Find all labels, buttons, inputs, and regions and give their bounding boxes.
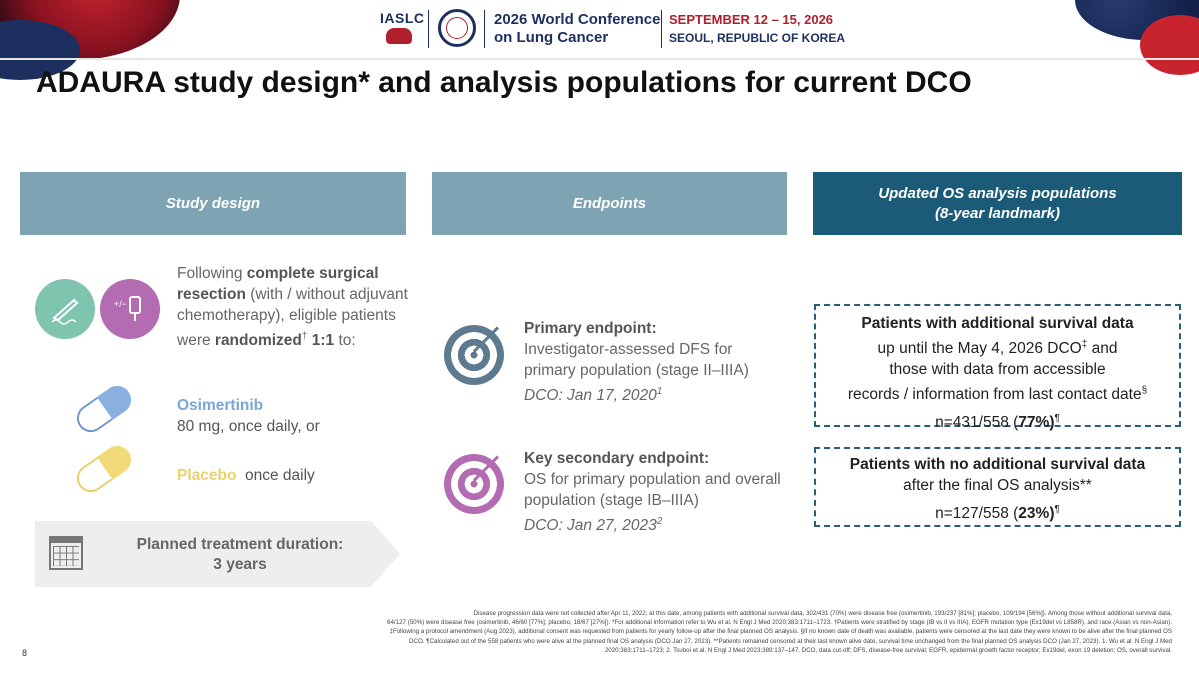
box1-line2: those with data from accessible xyxy=(889,361,1106,379)
conference-header xyxy=(0,0,1199,60)
header-separator xyxy=(484,10,485,48)
header-decoration-right-accent xyxy=(1140,15,1199,75)
box1-sup2: § xyxy=(1141,385,1148,397)
footnote-line: 64/127 (50%) were disease free (osimerti… xyxy=(387,619,1172,627)
conference-name: 2026 World Conference on Lung Cancer xyxy=(494,11,660,47)
placebo-label: Placebo xyxy=(177,467,237,484)
box1-pct: 77%) xyxy=(1018,414,1055,432)
endpoints-header-label: Endpoints xyxy=(572,194,647,212)
treatment-duration-arrow xyxy=(35,521,400,587)
surgery-icon xyxy=(35,279,95,339)
secondary-endpoint: Key secondary endpoint: OS for primary p… xyxy=(524,448,784,536)
box1-heading: Patients with additional survival data xyxy=(861,315,1134,332)
box1-line1-and: and xyxy=(1087,340,1118,358)
secondary-dco-ref: 2 xyxy=(656,516,663,527)
osimertinib-pill-icon xyxy=(71,380,137,438)
treatment-duration: Planned treatment duration: 3 years xyxy=(100,535,380,575)
duration-value: 3 years xyxy=(213,556,267,573)
no-additional-survival-data-box: Patients with no additional survival dat… xyxy=(814,447,1181,527)
osimertinib-dose: 80 mg, once daily, or xyxy=(177,418,320,435)
primary-endpoint-description: Investigator-assessed DFS for primary po… xyxy=(524,341,749,379)
conference-dates: SEPTEMBER 12 – 15, 2026 xyxy=(669,12,834,27)
placebo-dose: once daily xyxy=(245,467,315,484)
intro-sup: † xyxy=(301,331,308,342)
primary-dco-text: DCO: Jan 17, 2020 xyxy=(524,387,657,405)
intro-bold-1: complete surgical resection xyxy=(177,265,379,303)
header-separator xyxy=(661,10,662,48)
intro-text-3: to: xyxy=(334,332,356,350)
conference-name-line2: on Lung Cancer xyxy=(494,29,609,46)
box2-sup: ¶ xyxy=(1054,504,1060,515)
iaslc-logo-text: IASLC xyxy=(380,10,425,26)
footnote-line: 2020;383:1711–1723; 2. Tsuboi et al. N E… xyxy=(604,646,1172,654)
os-populations-header-line2: (8-year landmark) xyxy=(934,204,1061,222)
box1-line1: up until the May 4, 2026 DCO‡ and xyxy=(816,334,1179,359)
primary-endpoint-dco: DCO: Jan 17, 20201 xyxy=(524,381,784,406)
secondary-endpoint-heading: Key secondary endpoint: xyxy=(524,450,710,467)
chemotherapy-icon: +/− xyxy=(100,279,160,339)
osimertinib-label: Osimertinib xyxy=(177,397,264,414)
conference-dates-block: SEPTEMBER 12 – 15, 2026 SEOUL, REPUBLIC … xyxy=(669,11,845,47)
secondary-endpoint-dco: DCO: Jan 27, 20232 xyxy=(524,511,784,536)
study-design-header: Study design xyxy=(20,172,406,235)
secondary-endpoint-target-icon xyxy=(444,454,504,514)
placebo-pill-icon xyxy=(71,440,137,498)
footnote-line: ‡Following a protocol amendment (Aug 202… xyxy=(389,628,1173,636)
conference-seal-inner xyxy=(446,17,468,39)
calendar-icon-header xyxy=(49,536,83,543)
box1-line3: records / information from last contact … xyxy=(816,380,1179,405)
slide-title: ADAURA study design* and analysis popula… xyxy=(36,66,972,99)
box1-sup3: ¶ xyxy=(1054,413,1060,425)
box2-count: n=127/558 (23%)¶ xyxy=(816,499,1179,524)
additional-survival-data-box: Patients with additional survival data u… xyxy=(814,304,1181,431)
box2-heading: Patients with no additional survival dat… xyxy=(849,456,1146,473)
header-divider xyxy=(0,58,1199,60)
study-design-description: Following complete surgical resection (w… xyxy=(177,263,412,351)
intro-bold-2: randomized xyxy=(214,332,302,350)
study-design-header-label: Study design xyxy=(165,194,261,212)
box1-n: n=431/558 ( xyxy=(935,414,1019,432)
footnotes: Disease progression data were not collec… xyxy=(250,609,1172,655)
box1-line1-text: up until the May 4, 2026 DCO xyxy=(877,340,1082,358)
box2-line1: after the final OS analysis** xyxy=(903,477,1092,494)
intro-text-1: Following xyxy=(177,265,247,282)
intro-bold-3: 1:1 xyxy=(307,332,335,350)
secondary-endpoint-description: OS for primary population and overall po… xyxy=(524,471,781,509)
footnote-line: Disease progression data were not collec… xyxy=(473,610,1172,617)
box2-pct: 23%) xyxy=(1018,505,1055,523)
box2-n: n=127/558 ( xyxy=(935,505,1019,523)
primary-endpoint: Primary endpoint: Investigator-assessed … xyxy=(524,318,784,406)
os-populations-header-line1: Updated OS analysis populations xyxy=(878,184,1117,202)
box1-line3-text: records / information from last contact … xyxy=(847,386,1142,404)
iaslc-lung-icon xyxy=(386,28,412,44)
primary-endpoint-heading: Primary endpoint: xyxy=(524,320,657,337)
footnote-line: DCO. ¶Calculated out of the 558 patients… xyxy=(409,637,1172,645)
primary-endpoint-target-icon xyxy=(444,325,504,385)
secondary-dco-text: DCO: Jan 27, 2023 xyxy=(524,517,657,535)
box1-sup1: ‡ xyxy=(1081,339,1088,350)
conference-location: SEOUL, REPUBLIC OF KOREA xyxy=(669,31,846,45)
box1-count: n=431/558 (77%)¶ xyxy=(816,408,1179,433)
intro-text-2: (with / without adjuvant chemotherapy), … xyxy=(177,286,408,350)
page-number: 8 xyxy=(22,648,28,658)
calendar-icon-grid xyxy=(53,546,79,566)
endpoints-header: Endpoints xyxy=(432,172,787,235)
header-separator xyxy=(428,10,429,48)
duration-label: Planned treatment duration: xyxy=(136,536,344,553)
conference-name-line1: 2026 World Conference xyxy=(494,11,661,28)
primary-dco-ref: 1 xyxy=(656,386,663,397)
os-populations-header: Updated OS analysis populations (8-year … xyxy=(813,172,1182,235)
svg-text:+/−: +/− xyxy=(114,299,127,309)
